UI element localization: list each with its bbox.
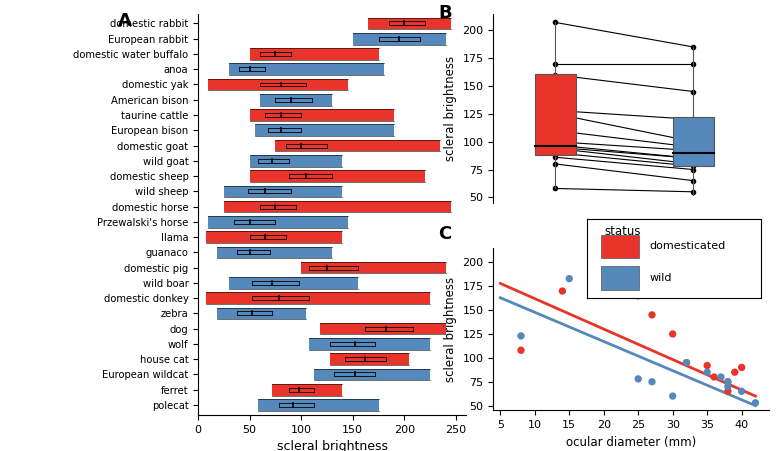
Point (632, 292, 644, 299)
Point (556, 287, 569, 295)
Point (514, 347, 527, 354)
Point (646, 311, 658, 318)
Point (681, 359, 693, 366)
Text: B: B (438, 4, 452, 22)
Text: domesticated: domesticated (650, 241, 726, 251)
Text: A: A (118, 12, 131, 29)
Point (735, 388, 747, 395)
Bar (673, 117, 714, 166)
Point (514, 332, 527, 340)
Point (722, 378, 734, 385)
Point (681, 359, 693, 366)
Point (722, 388, 734, 395)
Point (646, 378, 658, 385)
Point (701, 362, 713, 369)
Point (598, 287, 610, 295)
Bar (601, 266, 639, 290)
Point (563, 275, 576, 282)
Point (598, 290, 610, 297)
Bar (601, 235, 639, 258)
Point (722, 378, 734, 385)
Point (708, 373, 720, 381)
X-axis label: scleral brightness: scleral brightness (277, 440, 388, 451)
Y-axis label: scleral brightness: scleral brightness (444, 276, 457, 382)
Text: C: C (438, 226, 451, 244)
Point (735, 364, 747, 371)
Bar (535, 74, 576, 155)
Point (749, 399, 761, 406)
Text: status: status (604, 225, 640, 238)
Point (667, 392, 679, 400)
Point (701, 368, 713, 376)
Y-axis label: scleral brightness: scleral brightness (444, 55, 457, 161)
Point (667, 331, 679, 338)
Point (715, 373, 727, 381)
Point (632, 375, 644, 382)
Point (611, 254, 624, 261)
Point (722, 383, 734, 390)
X-axis label: ocular diameter (mm): ocular diameter (mm) (566, 436, 696, 449)
Point (729, 368, 741, 376)
Text: wild: wild (650, 273, 672, 283)
